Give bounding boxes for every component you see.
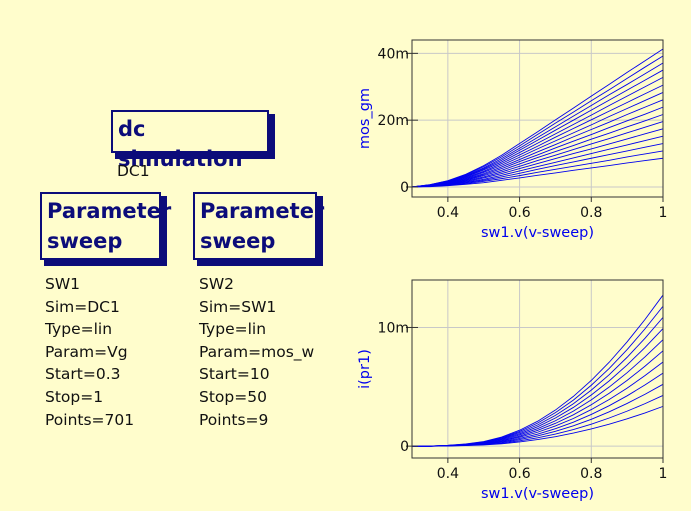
sw2-prop-points: Points=9 [199,410,269,429]
y-tick-label: 0 [400,439,409,455]
sw2-prop-sim: Sim=SW1 [199,297,277,316]
sweep-title-line1: Parameter [200,199,325,223]
y-axis-title: i(pr1) [357,349,373,389]
sw1-prop-start: Start=0.3 [45,365,121,384]
series-line-2 [412,395,664,447]
series-line-16 [411,48,664,188]
y-tick-label: 40m [378,46,409,62]
series-line-1 [412,405,664,447]
series-line-11 [411,84,664,188]
plot-frame [411,39,664,198]
x-tick-label: 1 [659,205,668,221]
sweep-title-line1: Parameter [47,199,172,223]
plot-i-pr1[interactable]: 0.4 0.6 0.8 1 0 10m sw1.v(v-sweep) i(pr1) [357,279,668,502]
sw2-properties[interactable]: SW2 Sim=SW1 Type=lin Param=mos_w Start=1… [199,273,314,431]
sw1-properties[interactable]: SW1 Sim=DC1 Type=lin Param=Vg Start=0.3 … [45,273,134,431]
x-tick-label: 0.8 [580,205,602,221]
y-axis-title: mos_gm [357,88,373,149]
sweep-title-line2: sweep [47,229,123,253]
series-line-3 [412,383,664,447]
y-tick-label: 20m [378,113,409,129]
sw2-prop-type: Type=lin [199,320,267,339]
sw2-prop-param: Param=mos_w [199,342,315,361]
sw1-prop-param: Param=Vg [45,342,128,361]
sw2-prop-name: SW2 [199,275,235,293]
dc-simulation-title: dc simulation [118,117,243,171]
x-tick-label: 0.4 [437,466,459,482]
x-axis-title: sw1.v(v-sweep) [481,225,594,241]
plot-frame [411,279,664,459]
x-tick-label: 0.8 [580,466,602,482]
series-line-7 [411,114,664,188]
parameter-sweep-block-sw1[interactable]: Parameter sweep [40,192,172,260]
y-tick-label: 10m [378,320,409,336]
x-axis-title: sw1.v(v-sweep) [481,486,594,502]
x-tick-label: 0.6 [508,205,530,221]
series-line-4 [412,372,664,447]
sw1-prop-stop: Stop=1 [45,387,104,406]
series-line-11 [412,294,664,447]
y-tick-label: 0 [400,180,409,196]
plot-mos-gm[interactable]: 0.4 0.6 0.8 1 0 20m 40m sw1.v(v-sweep) mos_gm [357,39,668,241]
sw1-prop-name: SW1 [45,275,81,293]
sw1-prop-sim: Sim=DC1 [45,297,120,316]
x-tick-label: 0.4 [437,205,459,221]
x-tick-label: 0.6 [508,466,530,482]
sw2-prop-start: Start=10 [199,365,270,384]
sw1-prop-type: Type=lin [45,320,113,339]
parameter-sweep-block-sw2[interactable]: Parameter sweep [193,192,325,260]
series-line-14 [411,62,664,188]
series-line-4 [411,135,664,188]
dc-simulation-block[interactable]: dc simulation [111,110,269,171]
sweep-title-line2: sweep [200,229,276,253]
sw1-prop-points: Points=701 [45,410,135,429]
x-tick-label: 1 [659,466,668,482]
dc-instance-name[interactable]: DC1 [117,162,150,180]
sw2-prop-stop: Stop=50 [199,387,267,406]
